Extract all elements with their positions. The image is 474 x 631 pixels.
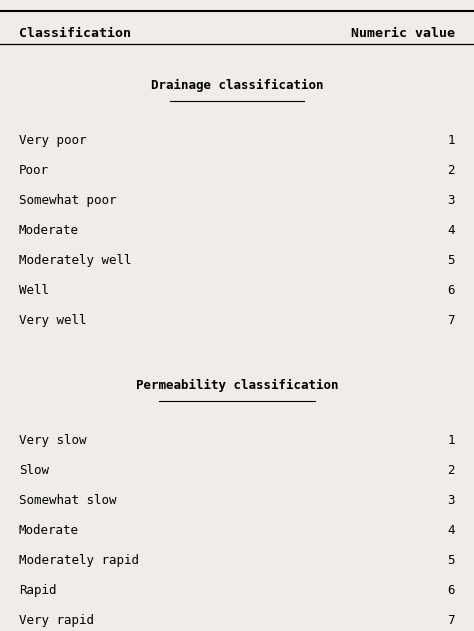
Text: Moderate: Moderate (19, 225, 79, 237)
Text: 1: 1 (447, 434, 455, 447)
Text: 4: 4 (447, 225, 455, 237)
Text: Very poor: Very poor (19, 134, 86, 148)
Text: Rapid: Rapid (19, 584, 56, 598)
Text: Moderate: Moderate (19, 524, 79, 538)
Text: Numeric value: Numeric value (351, 27, 455, 40)
Text: 7: 7 (447, 614, 455, 627)
Text: 2: 2 (447, 464, 455, 478)
Text: 3: 3 (447, 494, 455, 507)
Text: Poor: Poor (19, 165, 49, 177)
Text: Somewhat slow: Somewhat slow (19, 494, 117, 507)
Text: Somewhat poor: Somewhat poor (19, 194, 117, 208)
Text: Very slow: Very slow (19, 434, 86, 447)
Text: Drainage classification: Drainage classification (151, 79, 323, 92)
Text: 6: 6 (447, 584, 455, 598)
Text: Moderately well: Moderately well (19, 254, 131, 268)
Text: Well: Well (19, 284, 49, 297)
Text: 7: 7 (447, 314, 455, 327)
Text: 4: 4 (447, 524, 455, 538)
Text: Very well: Very well (19, 314, 86, 327)
Text: Classification: Classification (19, 27, 131, 40)
Text: Very rapid: Very rapid (19, 614, 94, 627)
Text: Slow: Slow (19, 464, 49, 478)
Text: Moderately rapid: Moderately rapid (19, 554, 139, 567)
Text: Permeability classification: Permeability classification (136, 379, 338, 392)
Text: 3: 3 (447, 194, 455, 208)
Text: 5: 5 (447, 554, 455, 567)
Text: 6: 6 (447, 284, 455, 297)
Text: 2: 2 (447, 165, 455, 177)
Text: 1: 1 (447, 134, 455, 148)
Text: 5: 5 (447, 254, 455, 268)
